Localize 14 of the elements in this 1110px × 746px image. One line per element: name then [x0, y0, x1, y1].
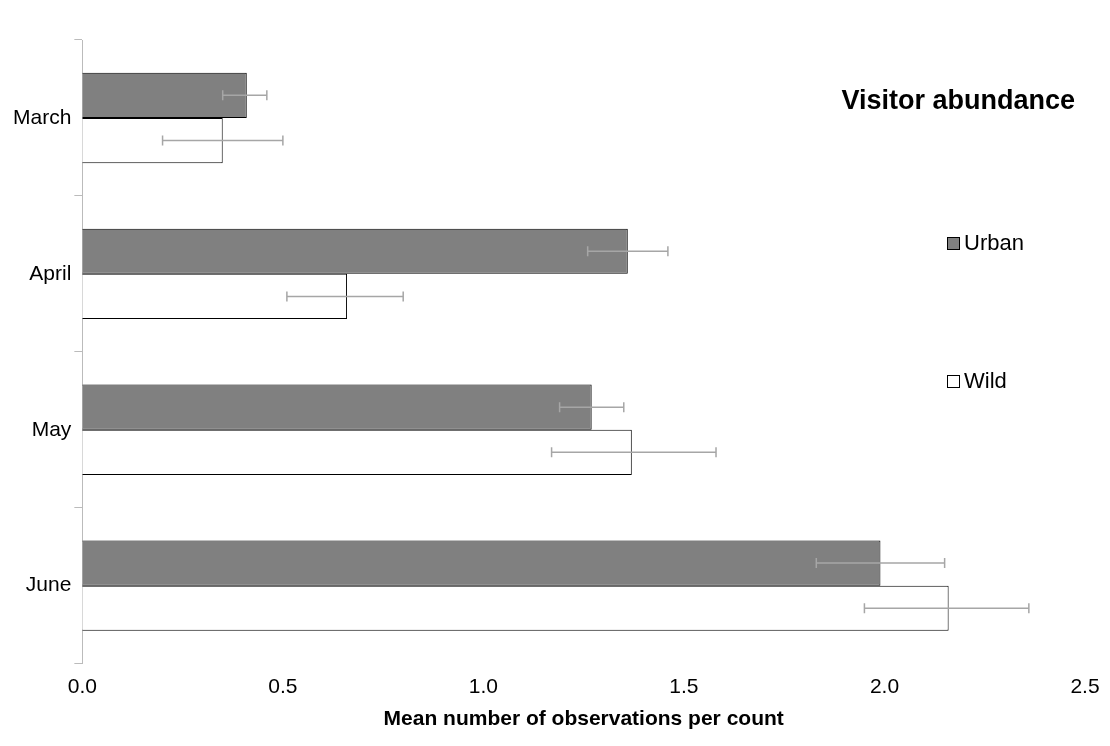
y-tick-label: May [31, 416, 72, 440]
text: Wild [964, 368, 1007, 394]
legend-label: Urban [964, 230, 1024, 256]
x-tick-label: 0.0 [67, 674, 97, 697]
text: Visitor abundance [841, 85, 1075, 116]
y-tick-label: June [25, 572, 72, 596]
x-tick-label: 2.0 [869, 674, 900, 697]
x-tick-label: 1.5 [669, 674, 699, 697]
y-tick-label: March [12, 104, 72, 128]
y-tick-label: April [29, 260, 72, 284]
x-axis-title: Mean number of observations per count [383, 706, 784, 730]
x-tick-label: 0.5 [268, 674, 298, 697]
x-tick-label: 2.5 [1070, 674, 1100, 697]
x-tick-label: 1.0 [468, 674, 499, 697]
